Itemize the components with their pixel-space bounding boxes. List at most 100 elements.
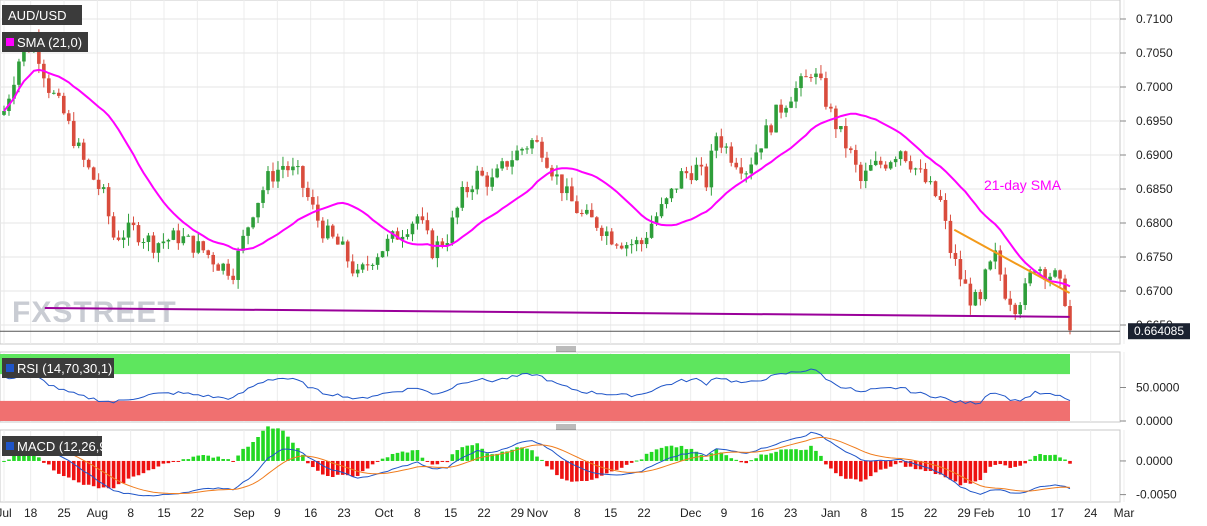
candle-body	[1008, 298, 1013, 305]
price-tick-label: 0.6800	[1136, 216, 1173, 230]
candle-body	[535, 140, 539, 142]
macd-histogram-bar	[335, 460, 340, 475]
candle-body	[804, 76, 808, 78]
date-tick-label: 9	[721, 506, 728, 520]
macd-histogram-bar	[42, 460, 46, 463]
panel-splitter-1[interactable]	[556, 346, 576, 352]
candle-body	[1028, 272, 1032, 284]
candle-body	[271, 171, 275, 182]
candle-body	[873, 160, 878, 166]
date-tick-label: 15	[444, 506, 458, 520]
candle-body	[490, 177, 494, 187]
candle-body	[575, 201, 579, 214]
candle-body	[505, 161, 509, 167]
macd-histogram-bar	[316, 460, 320, 471]
macd-histogram-bar	[271, 428, 275, 461]
date-tick-label: Aug	[87, 506, 108, 520]
macd-histogram-bar	[515, 447, 519, 461]
macd-histogram-bar	[749, 460, 753, 462]
date-tick-label: 22	[191, 506, 205, 520]
candle-body	[515, 150, 519, 161]
macd-histogram-bar	[106, 460, 111, 489]
candle-body	[166, 239, 171, 242]
macd-histogram-bar	[276, 428, 280, 461]
macd-histogram-bar	[266, 426, 270, 461]
candle-body	[684, 171, 689, 174]
candle-body	[306, 187, 310, 198]
date-tick-label: Dec	[680, 506, 701, 520]
macd-histogram-bar	[211, 457, 216, 461]
candle-body	[694, 164, 699, 181]
macd-histogram-bar	[76, 460, 81, 483]
candle-body	[236, 250, 240, 280]
date-tick-label: 18	[24, 506, 38, 520]
macd-histogram-bar	[799, 450, 803, 461]
candle-body	[161, 241, 166, 244]
candle-body	[460, 187, 465, 208]
macd-histogram-bar	[500, 451, 504, 461]
candle-body	[151, 235, 156, 253]
candle-body	[480, 170, 485, 176]
macd-histogram-bar	[664, 446, 669, 461]
candle-body	[156, 243, 161, 253]
candle-body	[360, 264, 365, 270]
candle-body	[560, 174, 564, 194]
macd-histogram-bar	[594, 460, 599, 479]
macd-histogram-bar	[908, 460, 913, 467]
macd-histogram-bar	[37, 457, 41, 461]
macd-histogram-bar	[47, 460, 51, 465]
last-price-value: 0.664085	[1134, 324, 1184, 338]
candle-body	[191, 235, 196, 253]
macd-histogram-bar	[744, 460, 749, 464]
macd-histogram-bar	[216, 456, 220, 461]
candle-body	[246, 227, 250, 236]
price-tick-label: 0.6700	[1136, 284, 1173, 298]
symbol-label: AUD/USD	[2, 5, 82, 25]
macd-histogram-bar	[824, 460, 828, 465]
candle-body	[1058, 270, 1062, 279]
candle-body	[1068, 306, 1072, 331]
macd-histogram-bar	[883, 460, 888, 469]
candle-body	[978, 291, 983, 300]
macd-histogram-bar	[893, 460, 898, 465]
macd-histogram-bar	[535, 456, 539, 461]
candle-body	[266, 171, 270, 191]
price-tick-label: 0.7000	[1136, 80, 1173, 94]
date-tick-label: 16	[751, 506, 765, 520]
candle-body	[973, 291, 978, 306]
candle-body	[1013, 304, 1018, 315]
candlestick-series	[2, 29, 1072, 335]
macd-histogram-bar	[644, 453, 649, 461]
candle-body	[375, 257, 380, 265]
candle-body	[121, 237, 126, 240]
rsi-tick-label: 0.0000	[1136, 414, 1173, 428]
macd-histogram-bar	[1013, 460, 1018, 467]
panel-splitter-2[interactable]	[556, 424, 576, 430]
macd-histogram-bar	[649, 451, 654, 461]
candle-body	[580, 213, 584, 215]
candle-body	[211, 254, 216, 265]
macd-histogram-bar	[1008, 460, 1013, 468]
macd-histogram-bar	[609, 460, 614, 472]
macd-histogram-bar	[360, 460, 365, 472]
macd-histogram-bar	[81, 460, 86, 485]
macd-histogram-bar	[953, 460, 958, 482]
macd-histogram-bar	[599, 460, 604, 476]
macd-histogram-bar	[689, 448, 694, 461]
date-tick-label: 16	[304, 506, 318, 520]
date-tick-label: 22	[924, 506, 938, 520]
macd-histogram-bar	[321, 460, 325, 475]
candle-body	[545, 157, 549, 168]
macd-histogram-bar	[878, 460, 883, 470]
candle-body	[530, 140, 534, 149]
macd-histogram-bar	[629, 460, 634, 463]
rsi-tick-label: 50.0000	[1136, 381, 1180, 395]
candle-body	[365, 264, 370, 266]
candle-body	[510, 160, 514, 167]
rsi-label: RSI (14,70,30,1)	[2, 358, 114, 378]
macd-histogram-bar	[739, 460, 744, 463]
macd-histogram-bar	[480, 448, 485, 461]
candle-body	[754, 152, 758, 165]
macd-histogram-bar	[654, 449, 659, 461]
macd-signal-line	[3, 436, 1071, 495]
